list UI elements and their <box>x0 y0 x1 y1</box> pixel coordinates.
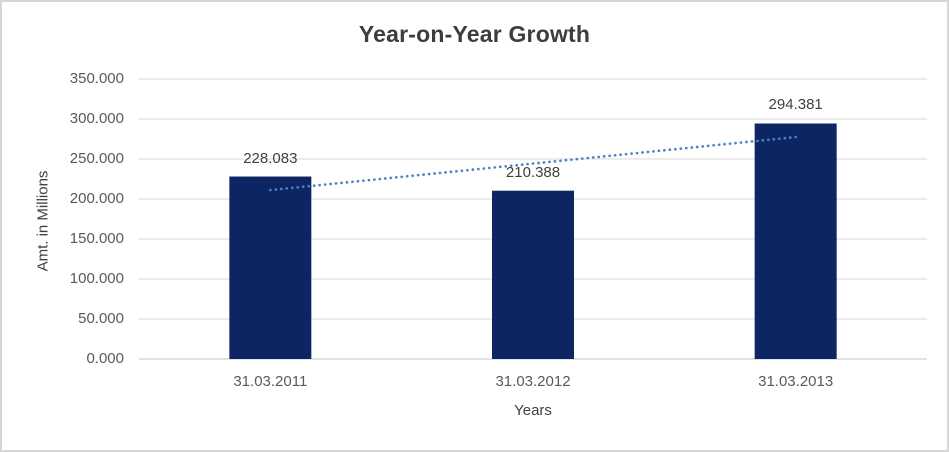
bar <box>492 190 574 359</box>
bar-value-label: 210.388 <box>505 163 561 181</box>
y-tick-label: 350.000 <box>69 70 124 87</box>
y-tick-label: 300.000 <box>69 110 124 127</box>
bar-value-label: 294.381 <box>768 96 823 114</box>
x-category-label: 31.03.2011 <box>233 373 308 390</box>
chart-title: Year-on-Year Growth <box>358 21 591 47</box>
y-axis-title: Amt. in Millions <box>34 170 52 272</box>
y-tick-label: 200.000 <box>69 190 124 207</box>
x-category-label: 31.03.2013 <box>758 373 834 390</box>
y-tick-label: 50.000 <box>78 310 124 327</box>
y-tick-label: 0.000 <box>86 350 124 367</box>
bar <box>754 123 837 359</box>
bar-value-label: 228.083 <box>243 149 298 167</box>
x-axis-title: Years <box>514 402 552 419</box>
y-tick-label: 250.000 <box>69 150 124 167</box>
x-category-label: 31.03.2012 <box>495 373 571 390</box>
bar <box>229 176 312 359</box>
trendline <box>268 135 798 192</box>
y-tick-label: 150.000 <box>69 230 124 247</box>
y-tick-label: 100.000 <box>69 270 124 287</box>
